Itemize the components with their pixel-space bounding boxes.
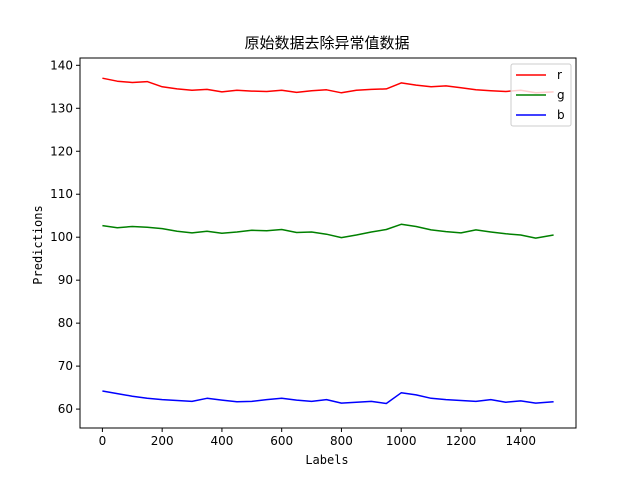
series-line-b — [102, 390, 554, 405]
x-tick-label: 0 — [99, 434, 107, 448]
series-layer — [102, 77, 554, 405]
series-line-r — [102, 77, 554, 94]
x-tick-label: 1400 — [505, 434, 536, 448]
x-tick-label: 200 — [151, 434, 174, 448]
x-tick-label: 1200 — [446, 434, 477, 448]
y-axis-label: Predictions — [31, 205, 45, 284]
y-tick-label: 100 — [50, 230, 73, 244]
chart-title: 原始数据去除异常值数据 — [244, 34, 409, 52]
x-tick-label: 600 — [270, 434, 293, 448]
x-axis-label: Labels — [305, 453, 348, 467]
y-tick-label: 90 — [58, 273, 73, 287]
y-tick-label: 120 — [50, 144, 73, 158]
y-tick-label: 70 — [58, 359, 73, 373]
x-axis: 0 200 400 600 800 1000 1200 1400 — [99, 428, 536, 448]
series-line-g — [102, 223, 554, 239]
y-axis: 60 70 80 90 100 110 120 130 140 — [50, 58, 80, 416]
legend-label-g: g — [557, 88, 565, 102]
x-tick-label: 800 — [330, 434, 353, 448]
legend: rgb — [510, 63, 572, 127]
x-tick-label: 400 — [210, 434, 233, 448]
y-tick-label: 60 — [58, 402, 73, 416]
plot-frame — [79, 57, 577, 429]
x-tick-label: 1000 — [386, 434, 417, 448]
y-tick-label: 140 — [50, 58, 73, 72]
legend-label-r: r — [557, 68, 562, 82]
y-tick-label: 130 — [50, 101, 73, 115]
y-tick-label: 110 — [50, 187, 73, 201]
y-tick-label: 80 — [58, 316, 73, 330]
legend-label-b: b — [557, 108, 565, 122]
